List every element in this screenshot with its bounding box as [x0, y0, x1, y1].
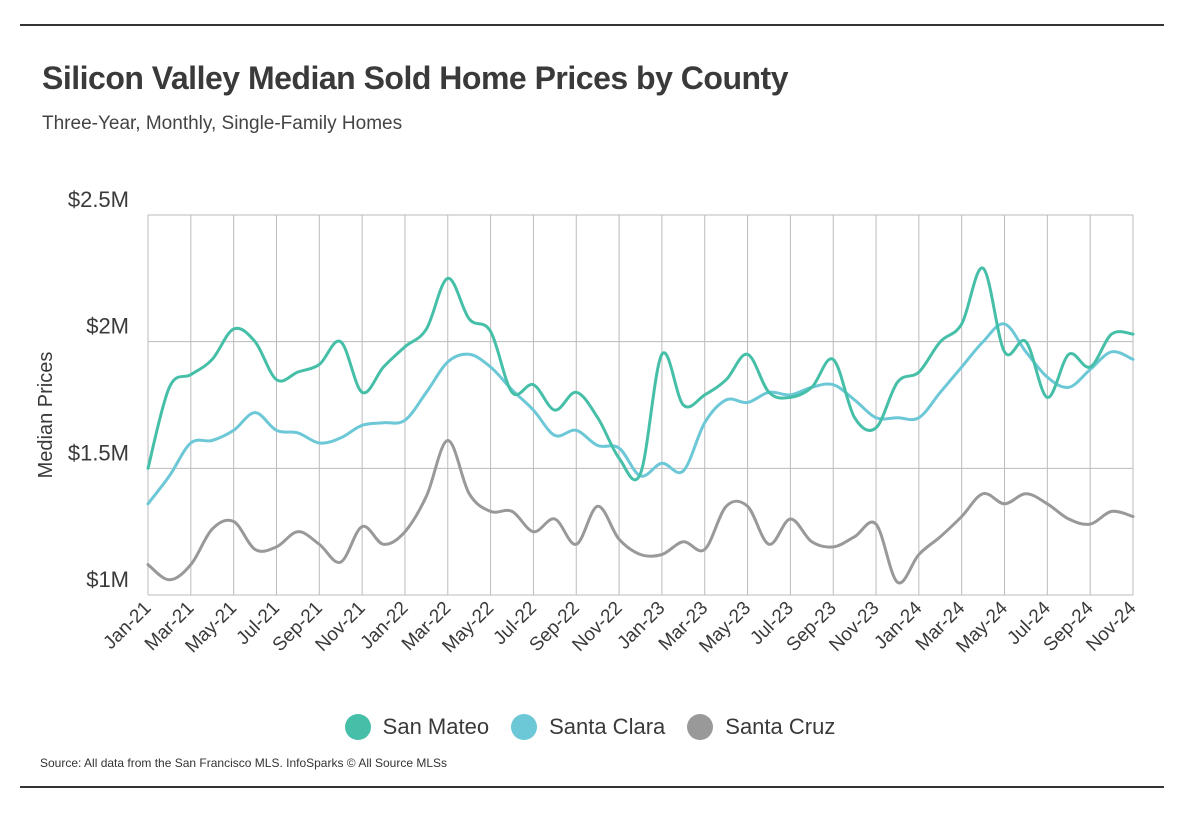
series-line-santa-cruz	[146, 439, 1135, 585]
legend-label-santa-clara: Santa Clara	[549, 714, 666, 739]
y-tick-label: $2M	[86, 314, 129, 339]
y-tick-label: $2.5M	[68, 187, 129, 212]
legend-item-santa-clara[interactable]: Santa Clara	[511, 714, 665, 740]
y-axis-title: Median Prices	[35, 352, 57, 479]
legend-item-santa-cruz[interactable]: Santa Cruz	[687, 714, 835, 740]
chart-legend: San Mateo Santa Clara Santa Cruz	[0, 714, 1180, 740]
legend-item-san-mateo[interactable]: San Mateo	[344, 714, 490, 740]
y-tick-label: $1M	[86, 567, 129, 592]
top-rule	[20, 24, 1164, 26]
y-tick-label: $1.5M	[68, 440, 129, 465]
source-note: Source: All data from the San Francisco …	[40, 756, 448, 770]
series-line-san-mateo	[146, 266, 1135, 482]
legend-swatch-santa-clara	[511, 714, 538, 740]
legend-label-san-mateo: San Mateo	[382, 714, 490, 739]
legend-swatch-san-mateo	[344, 714, 371, 740]
chart-title: Silicon Valley Median Sold Home Prices b…	[42, 60, 788, 96]
legend-swatch-santa-cruz	[687, 714, 714, 740]
legend-label-santa-cruz: Santa Cruz	[725, 714, 836, 739]
bottom-rule	[20, 786, 1164, 788]
chart-subtitle: Three-Year, Monthly, Single-Family Homes	[42, 113, 403, 134]
